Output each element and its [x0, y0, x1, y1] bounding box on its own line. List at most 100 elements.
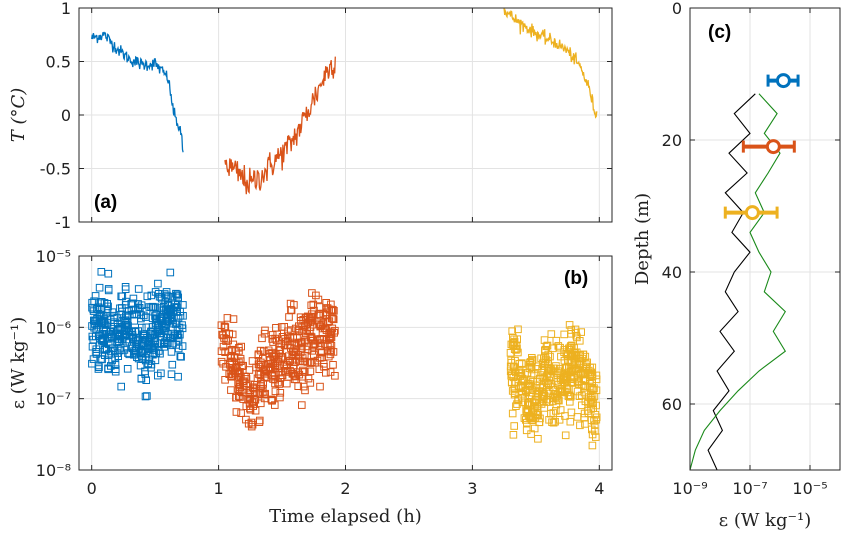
panel-b-marker — [227, 386, 235, 394]
panel-b-marker — [151, 303, 160, 311]
panel-a-temperature: -1 -0.5 0 0.5 1 T (°C) (a) — [8, 0, 613, 232]
panel-b-marker — [234, 385, 243, 393]
panel-b-marker — [146, 333, 154, 341]
panel-b-marker — [96, 334, 104, 343]
panel-b-marker — [309, 337, 317, 345]
panel-c-mean-marker — [765, 139, 781, 155]
panel-b-marker — [248, 420, 257, 429]
panel-b-marker — [580, 383, 588, 392]
panel-b-marker — [168, 360, 177, 369]
panel-c-xtick-label: 10⁻⁹ — [672, 479, 707, 498]
panel-b-marker — [103, 300, 112, 308]
panel-b-marker — [327, 300, 335, 309]
panel-a-ytick-label: 1 — [61, 0, 71, 18]
panel-b-marker — [265, 365, 274, 374]
panel-b-marker — [95, 283, 104, 292]
panel-b-marker — [134, 285, 143, 293]
panel-b-marker — [283, 379, 291, 388]
panel-b-marker — [322, 326, 331, 335]
panel-b-marker — [316, 382, 324, 391]
panel-b-marker — [547, 330, 556, 338]
panel-b-marker — [132, 345, 141, 353]
panel-b-marker — [255, 362, 264, 371]
panel-b-marker — [276, 393, 284, 402]
panel-b-marker — [235, 392, 243, 401]
panel-b-marker — [565, 344, 573, 353]
panel-b-marker — [256, 390, 265, 398]
panel-b-xtick-label: 2 — [340, 479, 350, 498]
panel-b-marker — [532, 396, 541, 404]
panel-b-marker — [147, 327, 156, 336]
panel-b-marker — [128, 331, 136, 339]
panel-b-marker — [511, 379, 519, 387]
panel-b-marker — [299, 382, 308, 391]
panel-b-marker — [268, 331, 277, 339]
panel-b-xtick-label: 3 — [467, 479, 477, 498]
panel-b-marker — [290, 301, 298, 309]
panel-b-marker — [106, 330, 115, 339]
panel-b-xtick-label: 0 — [87, 479, 97, 498]
panel-b-marker — [542, 355, 550, 364]
panel-b-marker — [566, 417, 575, 426]
panel-b-marker — [592, 433, 600, 441]
panel-b-marker — [245, 366, 254, 374]
panel-b-marker — [552, 336, 561, 345]
panel-b-marker — [143, 292, 152, 301]
panel-b-marker — [537, 400, 546, 408]
panel-b-marker — [552, 407, 560, 415]
panel-b-marker — [237, 409, 245, 417]
panel-b-marker — [168, 323, 177, 331]
panel-b-marker — [583, 358, 592, 367]
panel-b-y-axis-label: ε (W kg⁻¹) — [8, 317, 29, 409]
panel-b-marker — [176, 312, 185, 320]
panel-b-marker — [297, 317, 305, 325]
panel-b-marker — [141, 392, 150, 401]
panel-c-xtick-label: 10⁻⁷ — [732, 479, 767, 498]
panel-b-marker — [169, 334, 177, 342]
panel-b-marker — [220, 322, 229, 331]
panel-c-x-axis-label: ε (W kg⁻¹) — [719, 510, 811, 531]
panel-b-marker — [280, 362, 289, 371]
panel-b-marker — [564, 368, 572, 377]
panel-b-marker — [226, 353, 235, 362]
panel-b-marker — [276, 389, 285, 397]
panel-b-marker — [167, 348, 176, 356]
panel-b-marker — [580, 413, 589, 422]
panel-a-ticks: -1 -0.5 0 0.5 1 — [40, 0, 612, 232]
panel-b-marker — [120, 326, 129, 334]
panel-b-marker — [581, 352, 590, 361]
panel-c-profile-line — [689, 93, 787, 471]
panel-b-marker — [532, 384, 541, 392]
panel-b-marker — [240, 377, 248, 385]
panel-b-marker — [178, 321, 186, 329]
panel-b-marker — [556, 406, 565, 414]
panel-a-ytick-label: 0 — [61, 106, 71, 125]
panel-b-marker — [226, 359, 235, 367]
panel-c-y-axis-label: Depth (m) — [632, 193, 653, 285]
panel-b-marker — [300, 357, 309, 366]
panel-b-marker — [117, 382, 126, 391]
panel-b-marker — [587, 391, 595, 399]
panel-b-marker — [245, 400, 254, 408]
panel-b-marker — [587, 416, 596, 425]
panel-b-marker — [118, 292, 127, 301]
panel-b-marker — [242, 373, 250, 381]
panel-b-xtick-label: 4 — [594, 479, 604, 498]
panel-b-marker — [129, 335, 137, 343]
panel-b-marker — [512, 402, 520, 410]
panel-b-marker — [312, 291, 320, 300]
panel-b-marker — [315, 310, 324, 319]
panel-b-marker — [514, 348, 522, 357]
panel-b-marker — [219, 342, 228, 351]
panel-b-marker — [256, 346, 265, 355]
panel-b-marker — [94, 303, 103, 311]
panel-b-marker — [260, 394, 269, 403]
panel-b-marker — [173, 304, 181, 312]
panel-b-marker — [301, 386, 309, 395]
panel-b-marker — [174, 293, 182, 302]
panel-b-marker — [508, 409, 517, 418]
panel-b-marker — [138, 323, 146, 332]
panel-b-marker — [586, 371, 595, 380]
panel-b-marker — [517, 372, 525, 380]
panel-b-ytick-label: 10⁻⁵ — [36, 247, 71, 266]
